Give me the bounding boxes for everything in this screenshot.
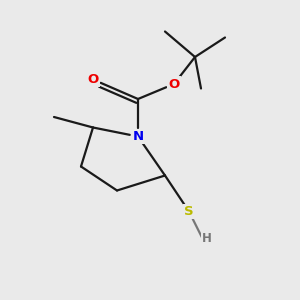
- Text: H: H: [202, 232, 212, 245]
- Text: O: O: [168, 77, 180, 91]
- Text: O: O: [87, 73, 99, 86]
- Text: S: S: [184, 205, 194, 218]
- Text: N: N: [132, 130, 144, 143]
